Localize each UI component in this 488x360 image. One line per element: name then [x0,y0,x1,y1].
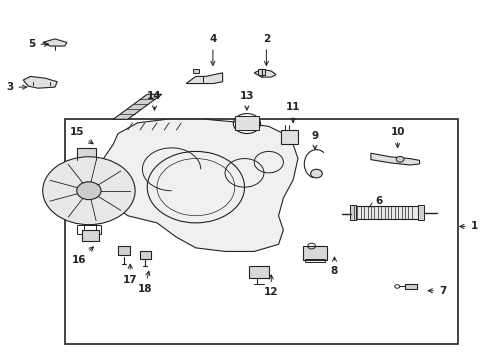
Bar [77,148,96,158]
Bar [404,284,416,289]
Text: 8: 8 [330,257,337,276]
Text: 11: 11 [285,102,300,122]
Bar [417,205,423,220]
Circle shape [42,157,135,225]
Polygon shape [186,73,222,84]
Bar [281,130,297,144]
Bar [193,69,199,73]
Text: 6: 6 [369,197,382,207]
Text: 9: 9 [311,131,318,149]
Text: 5: 5 [28,39,48,49]
Text: 13: 13 [239,91,254,110]
Bar [351,206,421,219]
Text: 1: 1 [459,221,477,231]
Bar [302,246,326,260]
Bar [140,251,150,258]
Text: 4: 4 [209,34,216,66]
Polygon shape [113,94,162,119]
Circle shape [395,157,403,162]
Text: 2: 2 [262,34,269,66]
Text: 7: 7 [427,286,446,296]
Polygon shape [370,153,419,165]
Polygon shape [23,76,57,88]
Text: 18: 18 [137,271,152,294]
Bar [249,266,268,278]
Bar [81,230,99,241]
Bar [350,205,356,220]
Polygon shape [99,119,297,251]
Circle shape [310,169,322,178]
Text: 10: 10 [389,127,404,148]
Bar [77,225,101,234]
Bar [64,119,458,344]
Text: 17: 17 [122,264,137,285]
Polygon shape [254,69,276,77]
Bar [118,246,130,255]
Bar [234,116,259,130]
Text: 3: 3 [6,82,27,92]
Text: 15: 15 [69,127,93,144]
Bar [305,258,324,262]
Circle shape [77,182,101,200]
Text: 16: 16 [72,247,93,265]
Bar [84,223,96,230]
Text: 14: 14 [147,91,162,110]
Text: 12: 12 [264,275,278,297]
Bar [257,69,265,75]
Polygon shape [42,39,67,46]
